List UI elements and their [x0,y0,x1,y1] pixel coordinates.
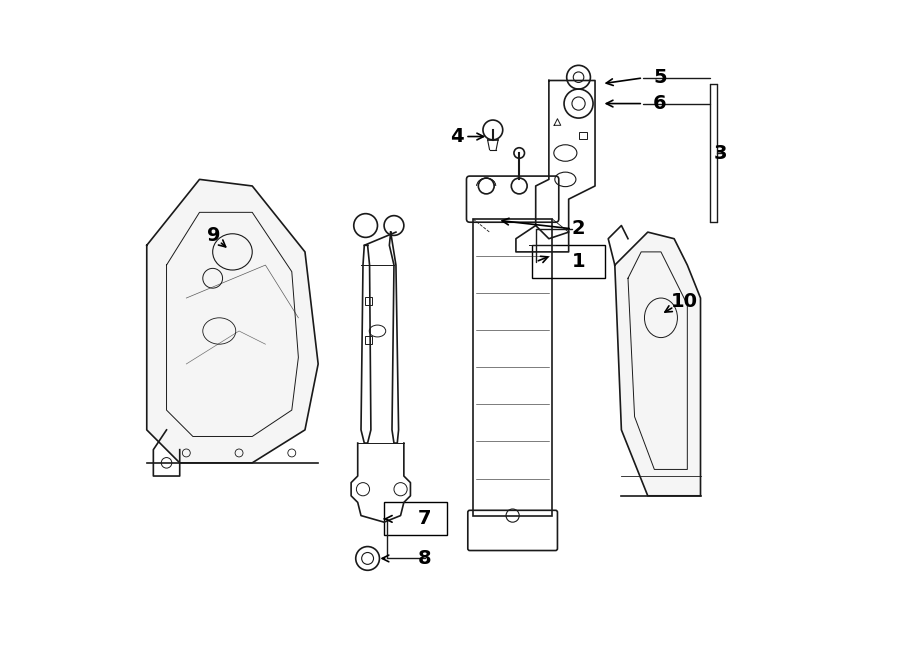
Bar [580,132,587,138]
Text: 6: 6 [653,94,667,113]
Bar [365,336,372,344]
Text: 4: 4 [450,127,464,146]
Text: 5: 5 [653,68,667,87]
Bar [473,219,553,516]
Text: 9: 9 [207,226,220,245]
Polygon shape [615,232,700,496]
Text: 1: 1 [572,252,585,271]
Text: 8: 8 [418,549,432,568]
Polygon shape [147,179,319,463]
Bar [365,297,372,305]
Text: 2: 2 [572,219,585,238]
Text: 7: 7 [418,509,432,528]
Text: 3: 3 [714,144,727,162]
Text: 10: 10 [670,292,698,311]
